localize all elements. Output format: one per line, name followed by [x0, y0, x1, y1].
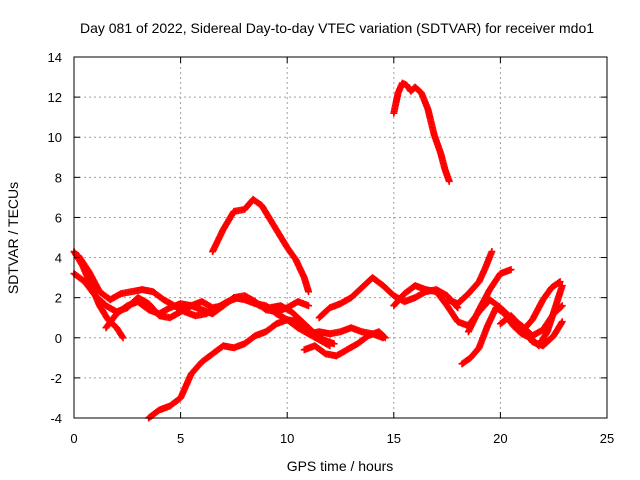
- data-point: [305, 302, 313, 310]
- x-tick-label: 10: [280, 431, 294, 446]
- x-tick-label: 25: [600, 431, 614, 446]
- y-tick-label: 6: [55, 210, 62, 225]
- x-tick-label: 0: [70, 431, 77, 446]
- series-track-4: [102, 292, 313, 332]
- y-tick-label: 4: [55, 251, 62, 266]
- y-tick-label: 10: [48, 130, 62, 145]
- data-point: [555, 278, 563, 286]
- y-tick-label: -2: [50, 371, 62, 386]
- series-track-5: [145, 316, 334, 422]
- series-track-9: [305, 324, 387, 342]
- data-point: [379, 334, 387, 342]
- data-point: [330, 340, 338, 348]
- y-tick-label: 12: [48, 90, 62, 105]
- data-point: [556, 278, 564, 286]
- data-point: [507, 266, 515, 274]
- x-axis-label: GPS time / hours: [287, 458, 394, 474]
- series-track-16: [518, 278, 564, 336]
- data-point: [305, 288, 313, 296]
- data-point: [119, 334, 127, 342]
- y-tick-label: 2: [55, 291, 62, 306]
- y-tick-label: 14: [48, 50, 62, 65]
- x-tick-label: 5: [177, 431, 184, 446]
- data-point: [445, 177, 453, 185]
- data-point: [326, 342, 334, 350]
- data-point: [558, 282, 566, 290]
- series-track-10: [390, 79, 453, 185]
- series-track-6: [209, 195, 313, 296]
- x-tick-label: 15: [387, 431, 401, 446]
- tick-labels: 0 5 10 15 20 25 -4 -2 0 2 4 6 8 10 12 14: [48, 50, 615, 446]
- y-tick-label: 8: [55, 170, 62, 185]
- grid: [74, 57, 607, 418]
- tick-marks: [73, 56, 608, 419]
- y-axis-label: SDTVAR / TECUs: [5, 182, 21, 294]
- series-track-12: [443, 248, 496, 308]
- data-point: [558, 318, 566, 326]
- data-points: [70, 79, 566, 422]
- plot-border: [73, 56, 608, 419]
- series-track-14: [464, 266, 515, 336]
- data-point: [558, 302, 566, 310]
- chart-title: Day 081 of 2022, Sidereal Day-to-day VTE…: [80, 20, 594, 36]
- y-tick-label: -4: [50, 411, 62, 426]
- y-tick-label: 0: [55, 331, 62, 346]
- x-tick-label: 20: [493, 431, 507, 446]
- data-point: [488, 248, 496, 256]
